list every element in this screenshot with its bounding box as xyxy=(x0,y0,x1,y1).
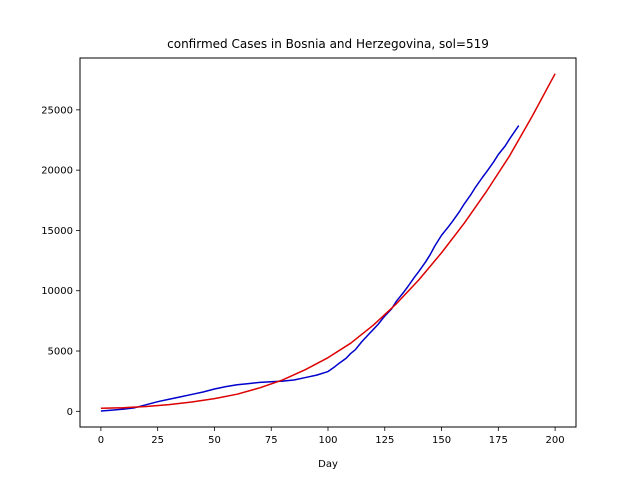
y-tick-label: 15000 xyxy=(41,226,73,237)
series-line-1 xyxy=(100,73,556,410)
chart-title: confirmed Cases in Bosnia and Herzegovin… xyxy=(167,37,489,51)
x-tick-label: 0 xyxy=(98,435,104,446)
y-tick-label: 20000 xyxy=(41,166,73,177)
x-tick-label: 175 xyxy=(489,435,508,446)
x-tick-label: 50 xyxy=(208,435,221,446)
series-line-0 xyxy=(100,125,520,412)
plot-area xyxy=(100,73,556,412)
x-tick-label: 150 xyxy=(432,435,451,446)
y-tick-label: 25000 xyxy=(41,105,73,116)
x-tick-label: 125 xyxy=(375,435,394,446)
x-tick-label: 200 xyxy=(546,435,565,446)
y-tick-label: 10000 xyxy=(41,286,73,297)
x-tick-label: 75 xyxy=(265,435,278,446)
x-axis-label: Day xyxy=(318,459,338,470)
x-tick-label: 100 xyxy=(318,435,337,446)
x-tick-label: 25 xyxy=(151,435,164,446)
y-tick-label: 5000 xyxy=(48,347,73,358)
y-tick-label: 0 xyxy=(67,407,73,418)
